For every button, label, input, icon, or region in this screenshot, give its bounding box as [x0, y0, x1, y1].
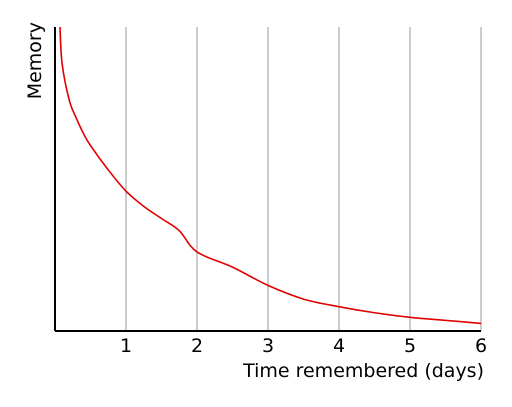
y-axis-label: Memory [24, 22, 46, 99]
x-tick-label-5: 5 [404, 335, 416, 357]
x-tick-label-6: 6 [475, 335, 487, 357]
x-axis-label: Time remembered (days) [242, 360, 484, 382]
grid-lines [125, 27, 482, 331]
x-tick-label-3: 3 [262, 335, 274, 357]
series-line-memory-curve [59, 26, 482, 325]
x-tick-label-1: 1 [120, 335, 132, 357]
x-tick-label-2: 2 [191, 335, 203, 357]
x-tick-labels: 1 2 3 4 5 6 [120, 335, 487, 357]
x-tick-label-4: 4 [333, 335, 345, 357]
